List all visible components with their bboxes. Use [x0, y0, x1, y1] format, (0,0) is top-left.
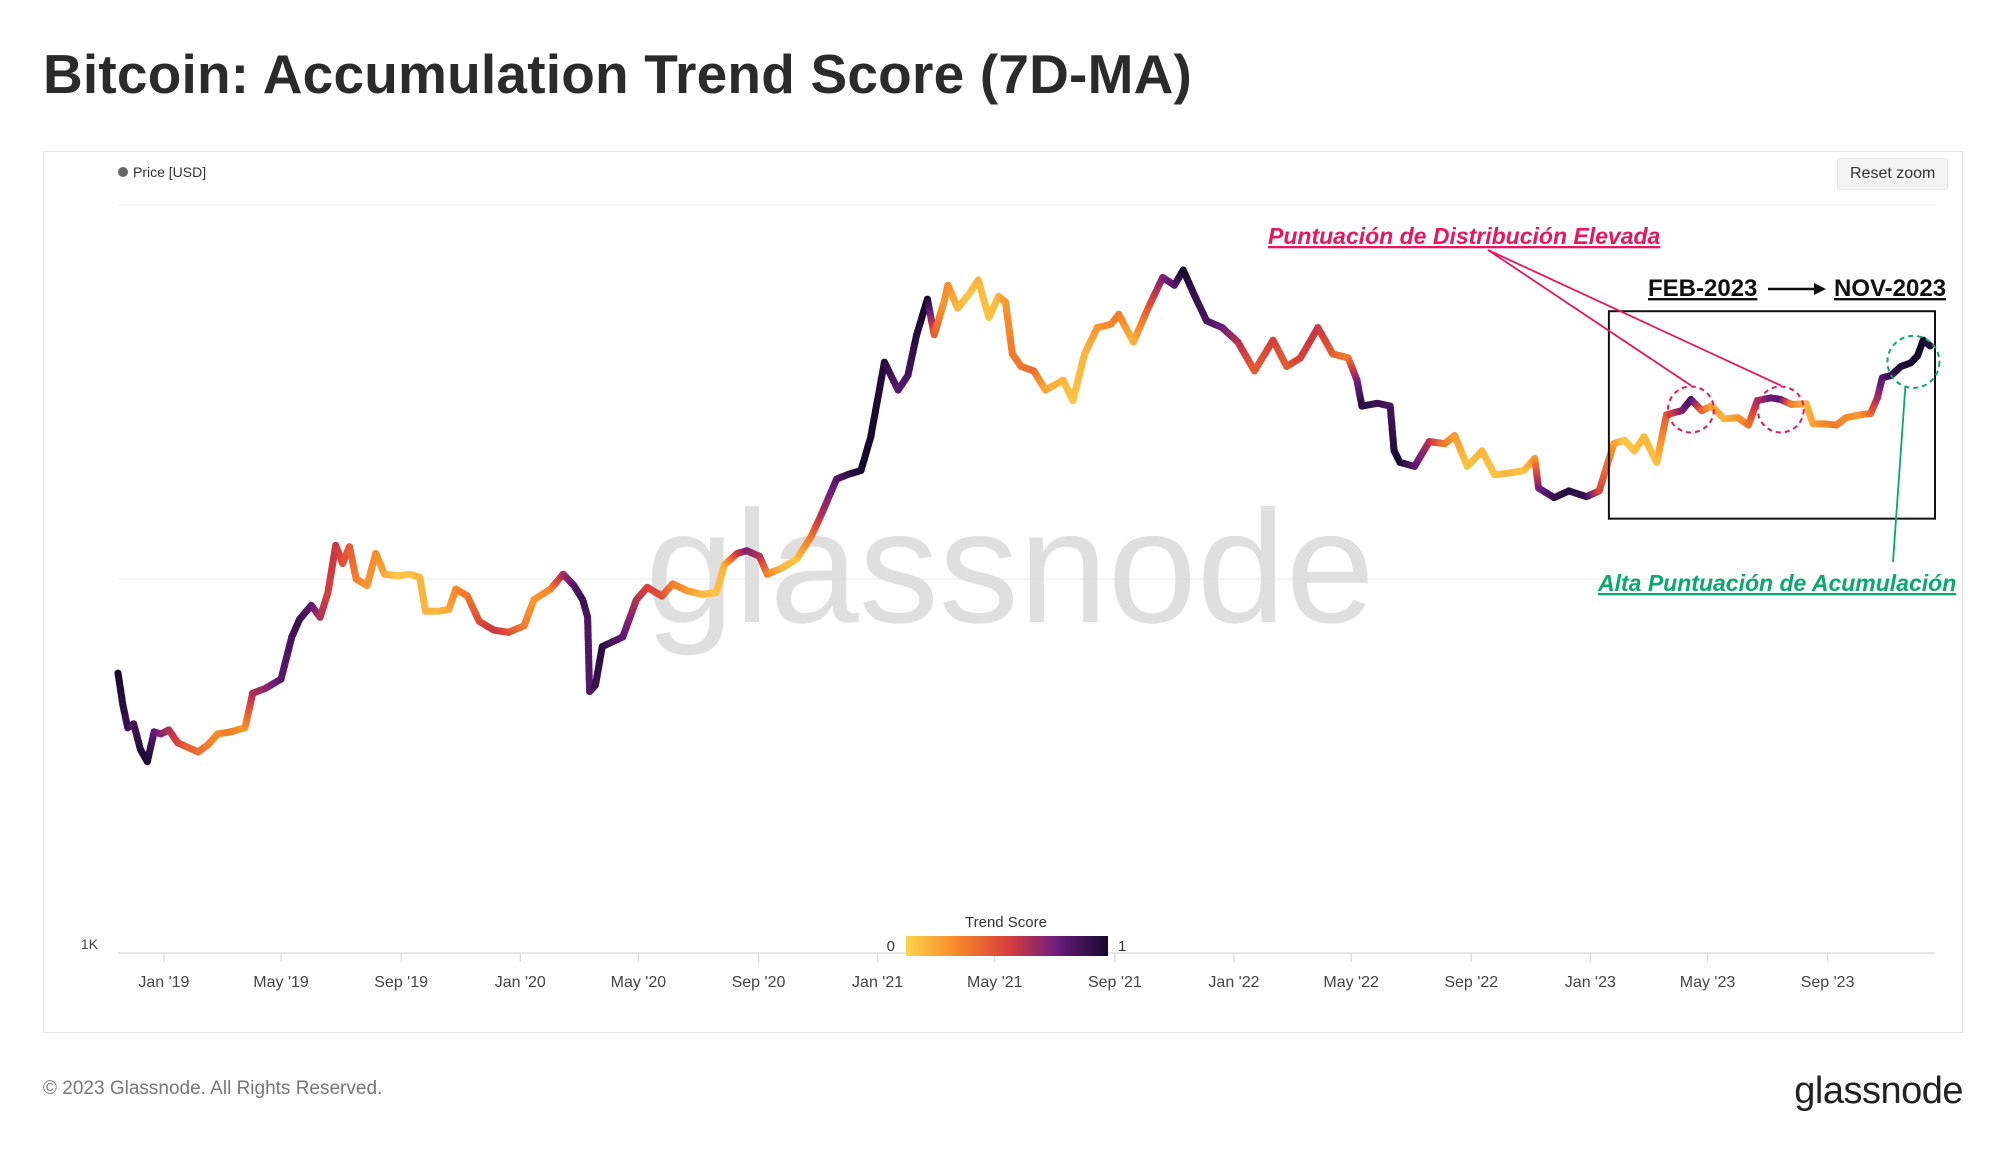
x-tick-label: May '22	[1323, 974, 1379, 991]
x-tick-label: Jan '22	[1208, 974, 1259, 991]
range-to-label: NOV-2023	[1834, 275, 1946, 302]
legend[interactable]: Price [USD]	[118, 164, 206, 180]
distribution-pointer	[1487, 249, 1692, 387]
annotations: Puntuación de Distribución Elevada Alta …	[1268, 223, 1956, 596]
accumulation-pointer	[1892, 385, 1907, 563]
x-tick-label: Jan '21	[852, 974, 903, 991]
colorbar-gradient	[906, 936, 1108, 956]
distribution-marker	[1756, 385, 1805, 434]
colorbar: Trend Score 0 1	[887, 914, 1126, 956]
price-series	[114, 266, 1934, 766]
accumulation-marker	[1886, 334, 1941, 389]
colorbar-min-label: 0	[887, 938, 895, 955]
date-range-label: FEB-2023 NOV-2023	[1648, 275, 1946, 302]
x-tick-label: May '21	[967, 974, 1023, 991]
x-tick-label: Sep '19	[374, 974, 428, 991]
distribution-pointer	[1487, 249, 1782, 387]
accumulation-annotation-label: Alta Puntuación de Acumulación	[1597, 570, 1956, 596]
footer-logo: glassnode	[1794, 1070, 1963, 1112]
legend-marker	[118, 167, 128, 177]
distribution-marker	[1666, 385, 1715, 434]
colorbar-max-label: 1	[1118, 938, 1126, 955]
x-tick-label: Jan '19	[138, 974, 189, 991]
x-tick-label: May '20	[611, 974, 667, 991]
y-tick-label: 1K	[81, 936, 99, 952]
range-box	[1607, 310, 1937, 520]
x-axis: Jan '19 May '19 Sep '19 Jan '20 May '20 Sep '…	[118, 952, 1935, 991]
x-tick-label: Sep '23	[1801, 974, 1855, 991]
legend-label-price[interactable]: Price [USD]	[133, 164, 206, 180]
x-tick-label: May '23	[1680, 974, 1736, 991]
x-tick-label: May '19	[253, 974, 309, 991]
footer-copyright: © 2023 Glassnode. All Rights Reserved.	[43, 1078, 383, 1099]
range-from-label: FEB-2023	[1648, 275, 1757, 302]
x-tick-label: Sep '21	[1088, 974, 1142, 991]
watermark: glassnode	[645, 477, 1374, 656]
price-point	[1926, 342, 1934, 350]
chart-frame	[43, 151, 1963, 1033]
range-arrow-head	[1814, 283, 1826, 295]
x-tick-label: Jan '23	[1565, 974, 1616, 991]
reset-zoom-button[interactable]: Reset zoom	[1837, 158, 1949, 190]
distribution-annotation-label: Puntuación de Distribución Elevada	[1268, 223, 1661, 249]
colorbar-title: Trend Score	[965, 914, 1047, 931]
page-title: Bitcoin: Accumulation Trend Score (7D-MA…	[43, 43, 1193, 105]
x-tick-label: Sep '22	[1444, 974, 1498, 991]
x-tick-label: Sep '20	[732, 974, 786, 991]
x-tick-label: Jan '20	[495, 974, 546, 991]
